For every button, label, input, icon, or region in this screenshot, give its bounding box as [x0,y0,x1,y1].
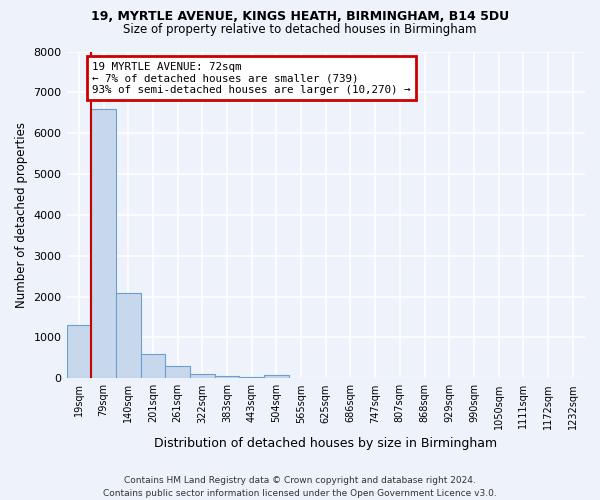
Text: Size of property relative to detached houses in Birmingham: Size of property relative to detached ho… [123,22,477,36]
Bar [140,354,165,378]
Text: 19 MYRTLE AVENUE: 72sqm
← 7% of detached houses are smaller (739)
93% of semi-de: 19 MYRTLE AVENUE: 72sqm ← 7% of detached… [92,62,411,95]
Bar [116,292,140,378]
Text: 19, MYRTLE AVENUE, KINGS HEATH, BIRMINGHAM, B14 5DU: 19, MYRTLE AVENUE, KINGS HEATH, BIRMINGH… [91,10,509,23]
Bar [239,377,264,378]
Bar [215,376,239,378]
Bar [190,374,215,378]
Bar [67,325,91,378]
Y-axis label: Number of detached properties: Number of detached properties [15,122,28,308]
Bar [264,375,289,378]
X-axis label: Distribution of detached houses by size in Birmingham: Distribution of detached houses by size … [154,437,497,450]
Bar [91,108,116,378]
Text: Contains HM Land Registry data © Crown copyright and database right 2024.
Contai: Contains HM Land Registry data © Crown c… [103,476,497,498]
Bar [165,366,190,378]
